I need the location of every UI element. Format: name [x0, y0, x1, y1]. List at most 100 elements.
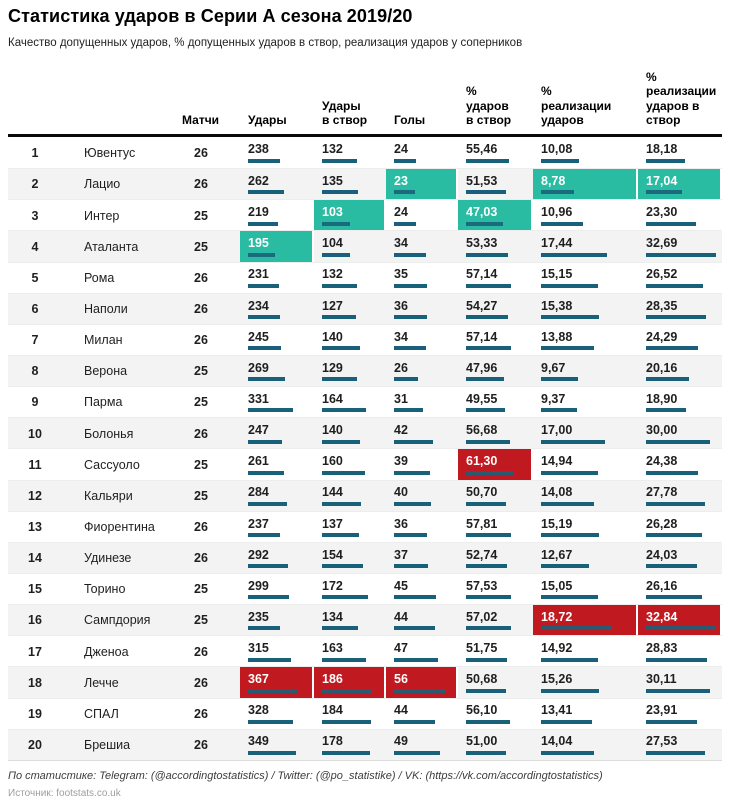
stat-cell-on_target-value: 184 — [322, 703, 343, 718]
stat-cell-on_target: 184 — [314, 699, 386, 729]
value-bar — [646, 346, 698, 351]
stat-cell-conversion-value: 15,19 — [541, 516, 573, 531]
stat-cell-shots-value: 331 — [248, 391, 269, 406]
stat-cell-shots-best-highlight: 195 — [240, 231, 314, 262]
stat-cell-on_target: 140 — [314, 325, 386, 355]
value-bar — [322, 158, 357, 163]
value-bar — [541, 283, 598, 288]
stat-cell-pct_on_target-value: 50,68 — [466, 672, 498, 687]
stat-cell-on_target-value: 186 — [322, 672, 343, 687]
value-bar — [322, 564, 363, 569]
stat-cell-goals-value: 31 — [394, 391, 408, 406]
stat-cell-pct_on_target-value: 54,27 — [466, 298, 498, 313]
rank-cell-value: 13 — [28, 520, 42, 534]
rank-cell: 20 — [8, 730, 62, 760]
matches-cell: 26 — [180, 418, 240, 448]
rank-cell-value: 11 — [28, 457, 42, 472]
matches-cell-value: 26 — [194, 551, 208, 566]
stat-cell-on_target: 178 — [314, 730, 386, 760]
page-subtitle: Качество допущенных ударов, % допущенных… — [8, 37, 523, 49]
stat-cell-conversion: 12,67 — [533, 543, 638, 573]
table-row: 19 СПАЛ 26 328 184 44 56,10 13,41 23,91 — [8, 697, 722, 729]
value-bar — [466, 377, 504, 382]
value-bar — [394, 470, 430, 475]
column-header-conversion: % реализации ударов — [541, 84, 612, 128]
stat-cell-goals-value: 56 — [394, 672, 408, 687]
value-bar — [466, 439, 510, 444]
rank-cell-value: 10 — [28, 426, 42, 441]
value-bar — [394, 719, 435, 724]
stat-cell-on_target-value: 140 — [322, 423, 343, 438]
value-bar — [248, 221, 278, 226]
stat-cell-pct_on_target: 57,14 — [458, 325, 533, 355]
rank-cell-value: 14 — [28, 551, 42, 566]
value-bar — [248, 719, 293, 724]
rank-cell-value: 17 — [28, 644, 42, 659]
stat-cell-shots-value: 195 — [248, 236, 269, 251]
stat-cell-conversion_on_target: 18,18 — [638, 137, 722, 168]
stat-cell-shots: 219 — [240, 200, 314, 230]
stat-cell-shots: 331 — [240, 387, 314, 417]
stat-cell-pct_on_target: 53,33 — [458, 231, 533, 261]
stat-cell-goals: 34 — [386, 325, 458, 355]
credits-text: По статистике: Telegram: (@accordingtost… — [8, 770, 603, 782]
stat-cell-pct_on_target: 52,74 — [458, 543, 533, 573]
stat-cell-goals-value: 39 — [394, 454, 408, 469]
stat-cell-conversion_on_target: 24,29 — [638, 325, 722, 355]
value-bar — [646, 501, 705, 506]
value-bar — [394, 346, 426, 351]
value-bar — [541, 190, 574, 195]
stat-cell-goals: 42 — [386, 418, 458, 448]
stat-cell-pct_on_target: 50,70 — [458, 481, 533, 511]
value-bar — [466, 283, 511, 288]
table-row: 12 Кальяри 25 284 144 40 50,70 14,08 27,78 — [8, 479, 722, 511]
matches-cell: 26 — [180, 543, 240, 573]
value-bar — [394, 439, 433, 444]
stat-cell-goals: 35 — [386, 263, 458, 293]
stat-cell-pct_on_target: 51,00 — [458, 730, 533, 760]
column-header-pct-on-target: % ударов в створ — [466, 84, 512, 128]
stat-cell-conversion_on_target-value: 27,78 — [646, 485, 678, 500]
value-bar — [248, 470, 284, 475]
value-bar — [466, 657, 507, 662]
table-row: 6 Наполи 26 234 127 36 54,27 15,38 28,35 — [8, 292, 722, 324]
value-bar — [394, 283, 427, 288]
stat-cell-conversion_on_target-value: 26,28 — [646, 516, 678, 531]
rank-cell: 9 — [8, 387, 62, 417]
stat-cell-conversion-best-highlight: 8,78 — [533, 169, 638, 200]
stat-cell-on_target: 163 — [314, 636, 386, 666]
table-row: 18 Лечче 26 367 186 56 50,68 15,26 30,11 — [8, 666, 722, 698]
stat-cell-conversion: 14,08 — [533, 481, 638, 511]
stat-cell-pct_on_target: 57,53 — [458, 574, 533, 604]
value-bar — [466, 688, 506, 693]
stat-cell-conversion_on_target-value: 24,03 — [646, 547, 678, 562]
rank-cell: 19 — [8, 699, 62, 729]
stat-cell-shots: 269 — [240, 356, 314, 386]
rank-cell-value: 1 — [31, 145, 39, 160]
value-bar — [646, 688, 710, 693]
rank-cell: 8 — [8, 356, 62, 386]
value-bar — [646, 158, 685, 163]
stat-cell-on_target-value: 140 — [322, 329, 343, 344]
value-bar — [322, 346, 360, 351]
matches-cell-value: 25 — [194, 395, 208, 410]
stat-cell-pct_on_target-value: 61,30 — [466, 454, 498, 469]
stat-cell-conversion: 15,19 — [533, 512, 638, 542]
stat-cell-goals-value: 24 — [394, 205, 408, 220]
value-bar — [394, 408, 423, 413]
stat-cell-pct_on_target-value: 47,96 — [466, 360, 498, 375]
stat-cell-shots: 231 — [240, 263, 314, 293]
stat-cell-goals-value: 37 — [394, 547, 408, 562]
stat-cell-shots: 315 — [240, 636, 314, 666]
matches-cell-value: 26 — [194, 270, 208, 285]
team-name-cell-value: Фиорентина — [84, 520, 155, 534]
stat-cell-shots: 237 — [240, 512, 314, 542]
value-bar — [322, 221, 350, 226]
matches-cell-value: 26 — [194, 520, 208, 534]
rank-cell-value: 2 — [31, 177, 39, 192]
rank-cell-value: 15 — [28, 582, 42, 597]
stat-cell-pct_on_target-value: 57,14 — [466, 329, 498, 344]
rank-cell-value: 8 — [31, 364, 39, 379]
stat-cell-pct_on_target-value: 51,75 — [466, 641, 498, 656]
value-bar — [248, 190, 284, 195]
